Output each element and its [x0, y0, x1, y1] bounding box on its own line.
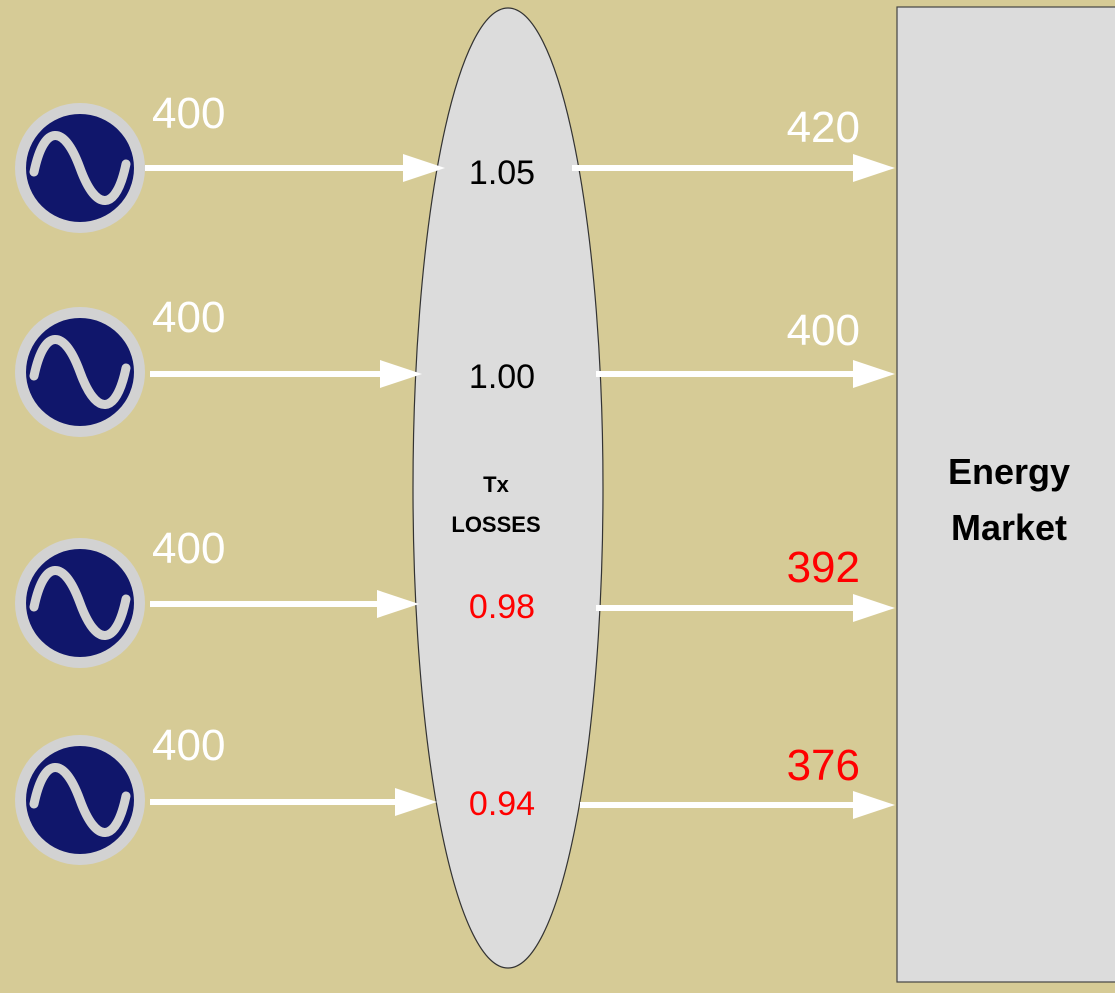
tx-losses-label-line2: LOSSES [451, 512, 540, 537]
flow-row-2: 400 1.00 400 [15, 293, 895, 437]
ac-generator-icon [15, 538, 145, 668]
output-arrow-4-head [853, 791, 895, 819]
input-arrow-3 [150, 590, 419, 618]
output-arrow-1 [572, 154, 895, 182]
energy-market-box [896, 6, 1115, 983]
output-value-4: 376 [787, 741, 860, 790]
sine-wave-icon [29, 566, 131, 640]
flow-row-1: 400 1.05 420 [15, 89, 895, 233]
output-value-3: 392 [787, 543, 860, 592]
flow-row-3: 400 0.98 392 [15, 524, 895, 668]
loss-factor-1: 1.05 [469, 154, 535, 192]
input-arrow-1-head [403, 154, 445, 182]
loss-factor-2: 1.00 [469, 358, 535, 396]
input-arrow-4 [150, 788, 437, 816]
output-arrow-2-head [853, 360, 895, 388]
output-arrow-3 [596, 594, 895, 622]
sine-wave-icon [29, 335, 131, 409]
input-arrow-2 [150, 360, 422, 388]
energy-market-label-line1: Energy [948, 451, 1070, 492]
sine-wave-icon [29, 763, 131, 837]
output-arrow-4 [580, 791, 895, 819]
ac-generator-icon [15, 103, 145, 233]
output-arrow-2 [596, 360, 895, 388]
output-arrow-1-head [853, 154, 895, 182]
input-value-2: 400 [152, 293, 225, 342]
input-value-1: 400 [152, 89, 225, 138]
tx-losses-label-line1: Tx [483, 472, 509, 497]
loss-factor-3: 0.98 [469, 588, 535, 626]
input-arrow-4-head [395, 788, 437, 816]
input-arrow-3-head [377, 590, 419, 618]
output-arrow-3-head [853, 594, 895, 622]
input-value-3: 400 [152, 524, 225, 573]
ac-generator-icon [15, 735, 145, 865]
output-value-2: 400 [787, 306, 860, 355]
ac-generator-icon [15, 307, 145, 437]
sine-wave-icon [29, 131, 131, 205]
input-value-4: 400 [152, 721, 225, 770]
tx-losses-ellipse [412, 7, 604, 969]
energy-market-label-line2: Market [951, 507, 1067, 548]
output-value-1: 420 [787, 103, 860, 152]
input-arrow-1 [145, 154, 445, 182]
flow-row-4: 400 0.94 376 [15, 721, 895, 865]
input-arrow-2-head [380, 360, 422, 388]
flow-rows: 400 1.05 420 400 1.00 400 400 0.98 392 400 0.94 376 [15, 89, 895, 865]
loss-factor-4: 0.94 [469, 785, 535, 823]
